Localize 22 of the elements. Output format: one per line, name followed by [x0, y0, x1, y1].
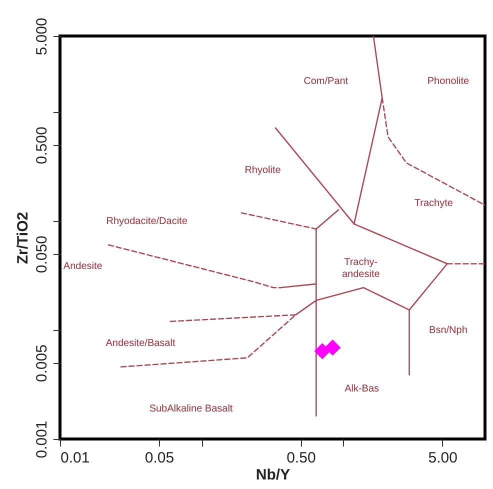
y-axis-title: Zr/TiO2	[14, 212, 32, 264]
annotation: Bsn/Nph	[429, 325, 468, 336]
x-tick-label: 0.50	[286, 450, 316, 466]
annotation: Phonolite	[427, 76, 470, 88]
y-tick-label: 5.000	[34, 18, 50, 56]
annotation: Com/Pant	[304, 76, 348, 88]
y-tick-label: 0.050	[34, 236, 50, 274]
annotation: Trachy- andesite	[342, 257, 380, 280]
x-tick-label: 5.00	[428, 450, 458, 466]
y-tick-label: 0.500	[34, 126, 50, 164]
annotation: Rhyodacite/Dacite	[106, 216, 188, 227]
annotation: Rhyolite	[244, 164, 282, 176]
x-tick-label: 0.05	[144, 450, 174, 466]
y-tick-label: 0.005	[34, 344, 50, 382]
annotation: Andesite/Basalt	[106, 338, 176, 350]
y-tick-label: 0.001	[34, 420, 50, 458]
annotation: SubAlkaline Basalt	[149, 404, 233, 415]
annotation: Andesite	[63, 260, 103, 272]
annotation: Alk-Bas	[344, 384, 380, 395]
x-tick-label: 0.01	[60, 450, 90, 466]
x-axis-title: Nb/Y	[256, 466, 290, 484]
annotation: Trachyte	[414, 198, 454, 209]
